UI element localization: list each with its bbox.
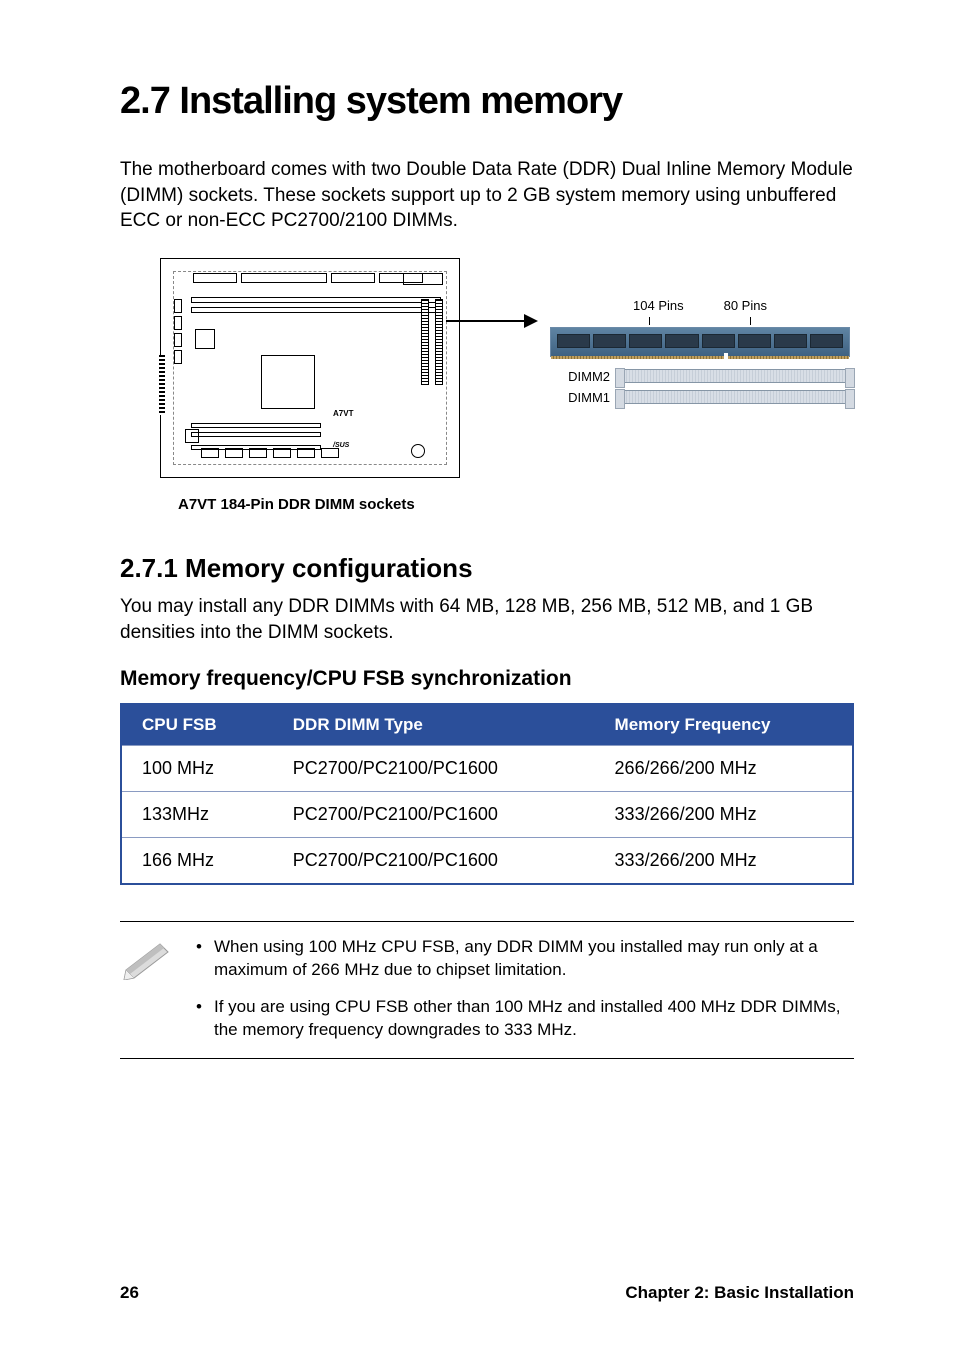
dimm-diagram: A7VT /SUS 104 Pins 80 Pins DIMM2 <box>160 258 850 488</box>
page-number: 26 <box>120 1283 139 1303</box>
dimm1-socket-row: DIMM1 <box>550 390 850 405</box>
col-ddr-type: DDR DIMM Type <box>273 704 595 746</box>
dimm2-label: DIMM2 <box>550 369 610 384</box>
slot-outline <box>191 445 321 450</box>
subsection-paragraph: You may install any DDR DIMMs with 64 MB… <box>120 594 854 645</box>
col-cpu-fsb: CPU FSB <box>121 704 273 746</box>
dimm-closeup: 104 Pins 80 Pins DIMM2 DIMM1 <box>550 298 850 411</box>
dimm-socket-graphic <box>620 390 850 404</box>
note-item: If you are using CPU FSB other than 100 … <box>196 996 854 1042</box>
frequency-table: CPU FSB DDR DIMM Type Memory Frequency 1… <box>120 703 854 885</box>
table-cell: 333/266/200 MHz <box>595 792 853 838</box>
dimm-socket-outline-1 <box>435 299 443 385</box>
bottom-headers <box>201 445 411 463</box>
subsection-heading: 2.7.1 Memory configurations <box>120 553 854 584</box>
dimm-socket-graphic <box>620 369 850 383</box>
dimm2-socket-row: DIMM2 <box>550 369 850 384</box>
rear-io <box>174 299 182 379</box>
table-row: 133MHz PC2700/PC2100/PC1600 333/266/200 … <box>121 792 853 838</box>
table-cell: PC2700/PC2100/PC1600 <box>273 792 595 838</box>
pin-tick-marks <box>550 317 850 325</box>
note-block: When using 100 MHz CPU FSB, any DDR DIMM… <box>120 921 854 1059</box>
top-ports <box>193 273 423 289</box>
pci-slots <box>191 423 321 441</box>
board-model-label: A7VT <box>333 409 353 418</box>
diagram-caption: A7VT 184-Pin DDR DIMM sockets <box>178 496 854 513</box>
table-cell: 333/266/200 MHz <box>595 838 853 885</box>
pins-left-label: 104 Pins <box>633 298 684 313</box>
pins-right-label: 80 Pins <box>724 298 767 313</box>
motherboard-outline: A7VT /SUS <box>160 258 460 478</box>
power-header <box>403 273 443 285</box>
table-cell: PC2700/PC2100/PC1600 <box>273 838 595 885</box>
section-heading: 2.7 Installing system memory <box>120 80 854 123</box>
table-cell: 100 MHz <box>121 746 273 792</box>
col-mem-freq: Memory Frequency <box>595 704 853 746</box>
page-footer: 26 Chapter 2: Basic Installation <box>120 1283 854 1303</box>
chip-icon <box>195 329 215 349</box>
table-cell: 133MHz <box>121 792 273 838</box>
dimm-socket-outline-2 <box>421 299 429 385</box>
sync-heading: Memory frequency/CPU FSB synchronization <box>120 667 854 691</box>
dimm1-label: DIMM1 <box>550 390 610 405</box>
table-cell: PC2700/PC2100/PC1600 <box>273 746 595 792</box>
pencil-note-icon <box>120 936 176 980</box>
battery-icon <box>411 444 425 458</box>
table-cell: 266/266/200 MHz <box>595 746 853 792</box>
table-header-row: CPU FSB DDR DIMM Type Memory Frequency <box>121 704 853 746</box>
expansion-slot-area <box>191 297 441 327</box>
table-row: 100 MHz PC2700/PC2100/PC1600 266/266/200… <box>121 746 853 792</box>
pin-labels-row: 104 Pins 80 Pins <box>550 298 850 313</box>
dimm-module-graphic <box>550 327 850 357</box>
table-row: 166 MHz PC2700/PC2100/PC1600 333/266/200… <box>121 838 853 885</box>
brand-label: /SUS <box>333 442 349 449</box>
note-list: When using 100 MHz CPU FSB, any DDR DIMM… <box>196 936 854 1044</box>
intro-paragraph: The motherboard comes with two Double Da… <box>120 157 854 234</box>
note-item: When using 100 MHz CPU FSB, any DDR DIMM… <box>196 936 854 982</box>
chip-icon <box>185 429 199 443</box>
chapter-label: Chapter 2: Basic Installation <box>625 1283 854 1303</box>
table-cell: 166 MHz <box>121 838 273 885</box>
cpu-socket <box>261 355 315 409</box>
arrow-icon <box>446 320 536 322</box>
agp-edge <box>159 355 165 415</box>
